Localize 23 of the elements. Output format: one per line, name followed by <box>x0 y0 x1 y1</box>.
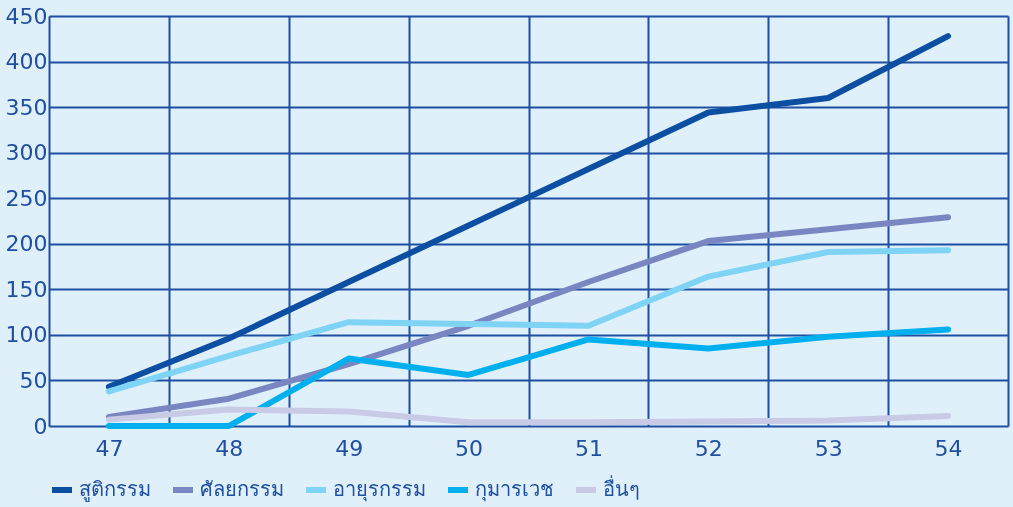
y-tick-label: 150 <box>5 276 48 302</box>
x-tick-label: 53 <box>814 435 843 461</box>
legend-label: สูติกรรม <box>79 477 151 502</box>
legend-label: กุมารเวช <box>475 477 554 502</box>
x-tick-label: 49 <box>335 435 364 461</box>
y-tick-label: 100 <box>5 322 48 348</box>
y-tick-label: 350 <box>5 94 48 120</box>
x-tick-label: 52 <box>694 435 723 461</box>
x-tick-label: 47 <box>95 435 124 461</box>
y-tick-label: 250 <box>5 185 48 211</box>
x-tick-label: 50 <box>455 435 484 461</box>
y-tick-label: 0 <box>33 413 48 439</box>
x-tick-label: 51 <box>574 435 603 461</box>
legend-label: อายุรกรรม <box>333 477 426 502</box>
y-tick-label: 450 <box>5 3 48 29</box>
x-tick-label: 48 <box>215 435 244 461</box>
y-tick-label: 50 <box>19 367 48 393</box>
y-tick-label: 200 <box>5 231 48 257</box>
y-tick-label: 400 <box>5 49 48 75</box>
legend-label: ศัลยกรรม <box>200 477 284 501</box>
y-tick-label: 300 <box>5 140 48 166</box>
x-tick-label: 54 <box>934 435 963 461</box>
legend-label: อื่นๆ <box>603 475 640 501</box>
